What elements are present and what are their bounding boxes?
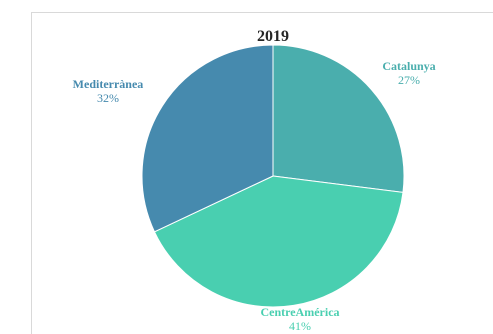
pie-slice-mediterrànea	[141, 44, 274, 233]
pie-slice-centreamérica	[153, 175, 404, 308]
slice-label-centreamérica: CentreAmérica	[260, 305, 339, 319]
slice-label-mediterrànea: Mediterrànea	[73, 77, 144, 91]
slice-percent-catalunya: 27%	[398, 73, 420, 87]
slice-percent-centreamérica: 41%	[289, 319, 311, 333]
chart-title: 2019	[257, 28, 289, 45]
pie-slice-catalunya	[272, 44, 405, 193]
slice-percent-mediterrànea: 32%	[97, 91, 119, 105]
slice-label-catalunya: Catalunya	[382, 59, 435, 73]
